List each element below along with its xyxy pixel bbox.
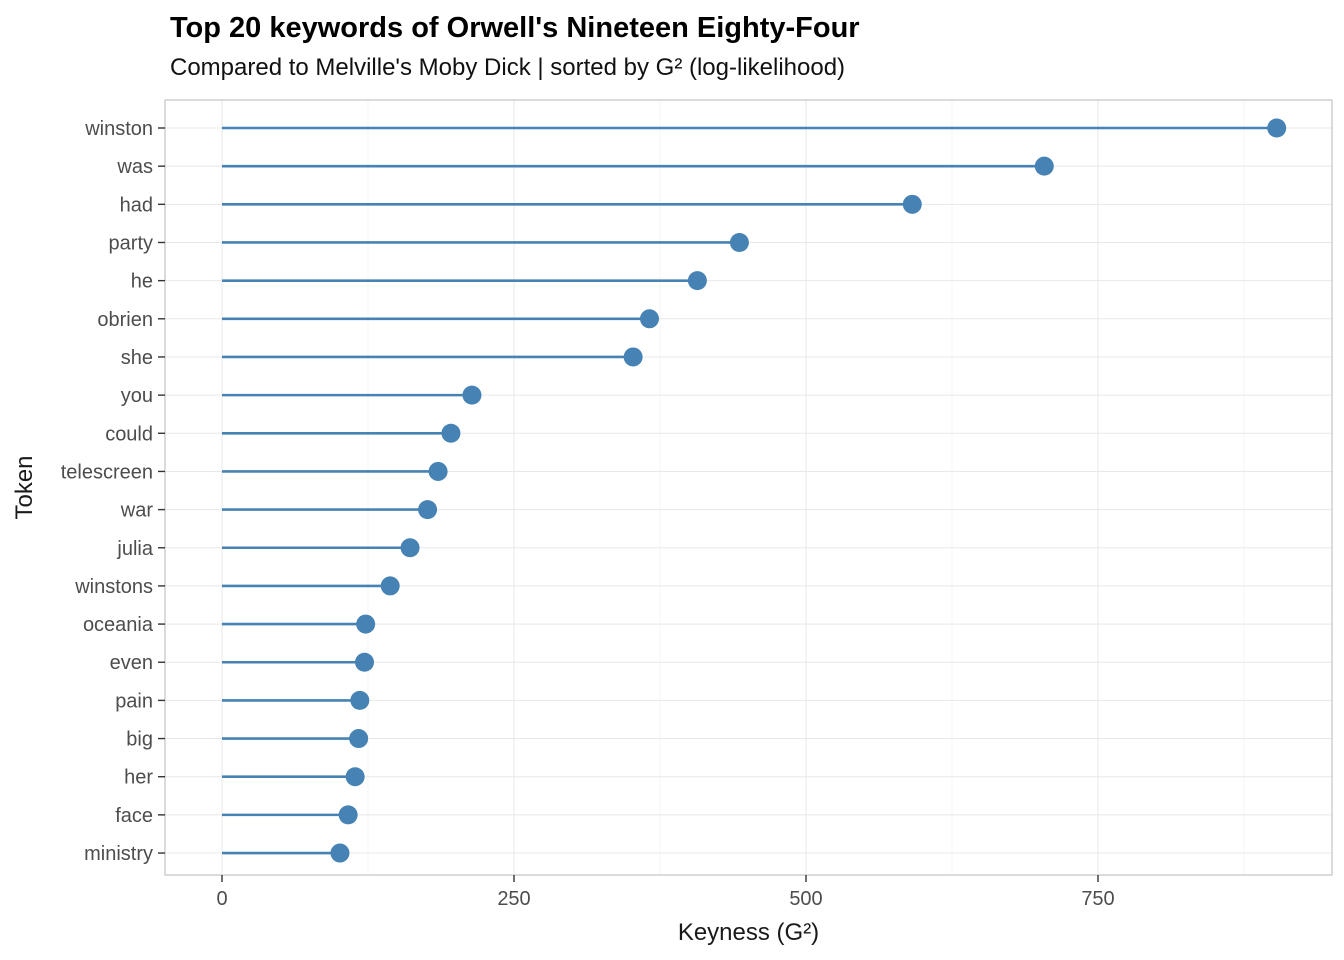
lollipop-point [1034, 156, 1054, 176]
lollipop-point [428, 461, 448, 481]
y-tick-label-big: big [126, 729, 153, 751]
x-tick-label: 0 [216, 888, 227, 910]
x-axis-title: Keyness (G²) [678, 919, 819, 946]
lollipop-point [1267, 118, 1287, 138]
y-axis-title: Token [11, 455, 38, 519]
y-tick-label-pain: pain [115, 690, 153, 712]
y-tick-label-obrien: obrien [97, 309, 153, 331]
lollipop-point [350, 690, 370, 710]
lollipop-point [462, 385, 482, 405]
x-tick-label: 750 [1081, 888, 1114, 910]
y-tick-label-telescreen: telescreen [61, 461, 153, 483]
y-tick-label-could: could [105, 423, 153, 445]
y-tick-label-had: had [120, 194, 153, 216]
chart-header: Top 20 keywords of Orwell's Nineteen Eig… [170, 10, 860, 83]
y-tick-label-you: you [121, 385, 153, 407]
lollipop-point [623, 347, 643, 367]
y-tick-label-she: she [121, 347, 153, 369]
chart-title: Top 20 keywords of Orwell's Nineteen Eig… [170, 12, 860, 44]
y-tick-label-her: her [124, 767, 153, 789]
lollipop-point [354, 652, 374, 672]
y-tick-label-ministry: ministry [84, 843, 153, 865]
lollipop-point [418, 500, 438, 520]
lollipop-point [729, 232, 749, 252]
chart-subtitle: Compared to Melville's Moby Dick | sorte… [170, 54, 846, 82]
panel-border [164, 99, 1333, 876]
x-tick-label: 500 [789, 888, 822, 910]
lollipop-point [902, 194, 922, 214]
lollipop-point [687, 271, 707, 291]
lollipop-point [349, 729, 369, 749]
y-tick-label-oceania: oceania [83, 614, 154, 636]
y-tick-label-party: party [109, 232, 153, 254]
lollipop-point [380, 576, 400, 596]
y-tick-label-winston: winston [84, 118, 153, 140]
lollipop-point [345, 767, 365, 787]
lollipop-point [441, 423, 461, 443]
y-tick-label-was: was [116, 156, 153, 178]
lollipop-point [400, 538, 420, 558]
lollipop-point [639, 309, 659, 329]
y-tick-label-war: war [120, 500, 154, 522]
y-tick-label-face: face [115, 805, 153, 827]
y-tick-label-even: even [110, 652, 153, 674]
lollipop-point [330, 843, 350, 863]
y-tick-label-winstons: winstons [74, 576, 153, 598]
plot-panel [165, 100, 1332, 875]
y-tick-label-julia: julia [116, 538, 153, 560]
x-tick-label: 250 [497, 888, 530, 910]
lollipop-point [338, 805, 358, 825]
y-tick-label-he: he [131, 271, 153, 293]
lollipop-point [356, 614, 376, 634]
